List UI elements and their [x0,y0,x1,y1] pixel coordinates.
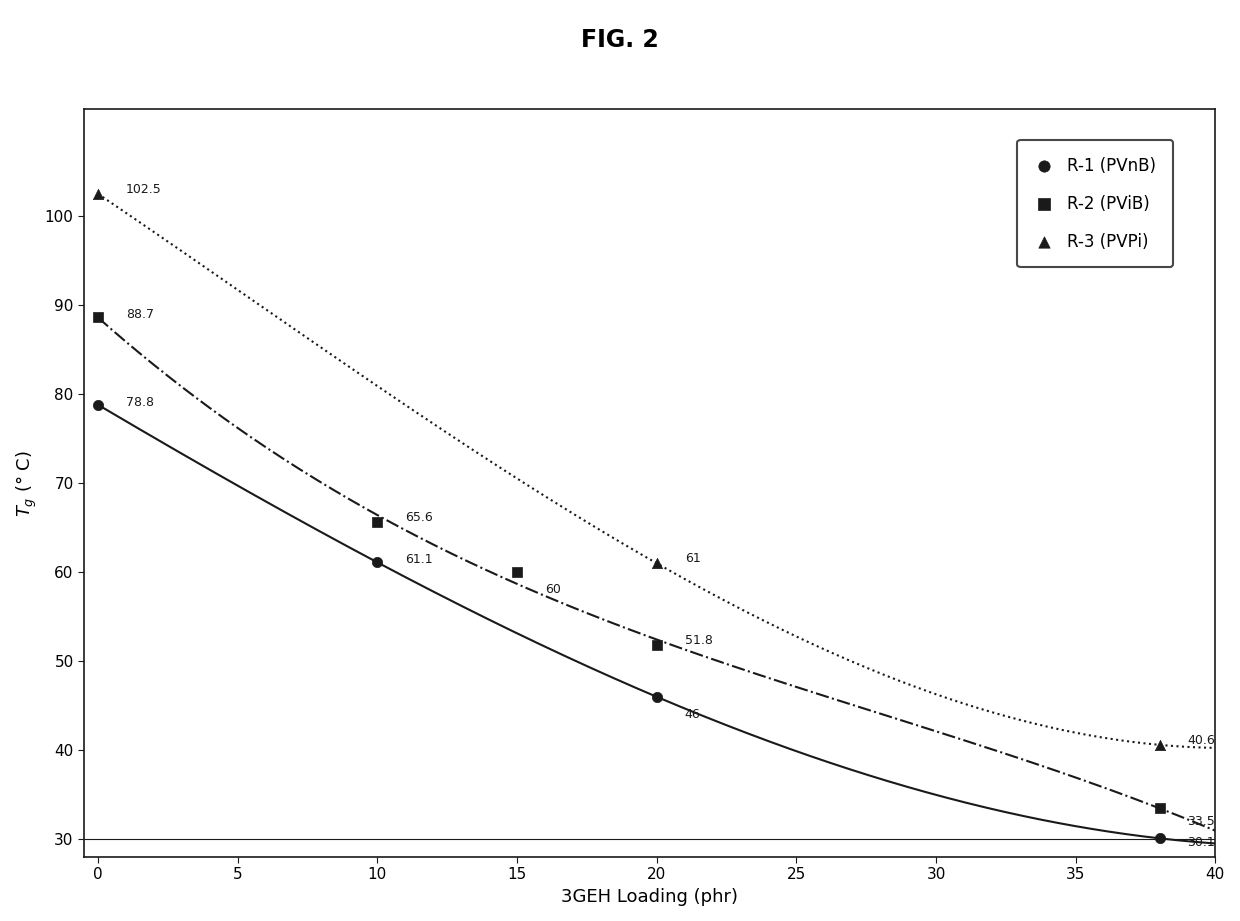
Text: FIG. 2: FIG. 2 [582,28,658,52]
Text: 61: 61 [684,553,701,565]
R-3 (PVPi) [1149,738,1169,752]
Text: 60: 60 [544,584,560,597]
R-2 (PViB) [88,309,108,324]
X-axis label: 3GEH Loading (phr): 3GEH Loading (phr) [562,888,738,906]
R-2 (PViB) [1149,800,1169,815]
Text: 33.5: 33.5 [1188,815,1215,828]
Text: 65.6: 65.6 [405,511,433,524]
R-2 (PViB) [367,515,387,530]
Text: 61.1: 61.1 [405,554,433,566]
R-2 (PViB) [507,565,527,579]
Text: 30.1: 30.1 [1188,836,1215,849]
R-1 (PVnB) [647,690,667,705]
Text: 40.6: 40.6 [1188,734,1215,747]
Text: 102.5: 102.5 [126,183,161,196]
R-1 (PVnB) [1149,831,1169,845]
Text: 51.8: 51.8 [684,635,713,647]
R-1 (PVnB) [88,398,108,413]
R-2 (PViB) [647,637,667,652]
Y-axis label: $T_g$ (° C): $T_g$ (° C) [15,449,40,517]
R-1 (PVnB) [367,555,387,570]
Text: 88.7: 88.7 [126,308,154,321]
Legend: R-1 (PVnB), R-2 (PViB), R-3 (PVPi): R-1 (PVnB), R-2 (PViB), R-3 (PVPi) [1018,140,1173,267]
R-3 (PVPi) [88,186,108,201]
Text: 46: 46 [684,708,701,721]
Text: 78.8: 78.8 [126,396,154,409]
R-3 (PVPi) [647,556,667,571]
